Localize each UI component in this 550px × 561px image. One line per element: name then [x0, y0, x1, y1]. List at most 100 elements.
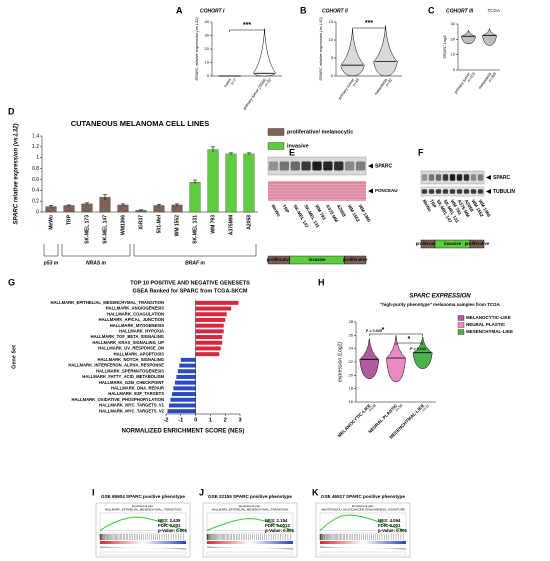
stat-label: p-Value:	[265, 528, 283, 533]
bar	[195, 317, 226, 322]
y-tick-label: 0.2	[32, 198, 39, 204]
blot-band	[421, 189, 428, 194]
chart-title: GSE 65904 SPARC positive phenotype	[101, 494, 185, 499]
stat: FDR:0.0012	[265, 523, 290, 528]
blot-band	[456, 174, 463, 181]
group-label: NRAS m	[86, 260, 107, 266]
bar	[207, 149, 219, 213]
stat: FDR:0.001	[378, 523, 401, 528]
blot-band	[463, 174, 470, 181]
y-tick-label: HALLMARK_INTERFERON_ALPHA_RESPONSE	[68, 363, 164, 368]
bar	[171, 392, 196, 397]
legend-swatch	[457, 322, 465, 328]
enrichment-curve	[319, 514, 407, 531]
stat: NES:4.094	[378, 518, 401, 523]
es-frame	[319, 512, 407, 534]
x-tick-label: 3	[238, 417, 241, 423]
blot-band	[449, 174, 456, 181]
annotation: ***	[243, 22, 251, 29]
bar	[177, 369, 196, 374]
panel-label: K	[312, 487, 319, 497]
x-tick-label: SK-MEL 173	[84, 215, 90, 244]
bar	[195, 300, 239, 305]
stat-value: 0.001	[390, 523, 402, 528]
blot-band	[435, 189, 442, 194]
stat: p-Value:0.001	[378, 528, 408, 533]
lane-label: TRP	[281, 204, 290, 214]
plot-title: Enrichment plot:	[132, 504, 154, 508]
bar	[176, 374, 196, 379]
x-tick-label: 0	[194, 417, 197, 423]
rank-gradient	[320, 541, 406, 544]
y-tick-label: 10	[205, 60, 210, 65]
group-label: proliferative	[267, 257, 292, 262]
n-label: n=38	[395, 403, 405, 413]
y-tick-label: 10	[451, 52, 456, 57]
panel-label: B	[300, 5, 307, 15]
bar	[173, 386, 196, 391]
violin	[340, 29, 365, 77]
chart-title: SPARC EXPRESSION	[409, 294, 471, 300]
panel-label: G	[8, 277, 15, 287]
x-tick-label: WM 793	[210, 215, 216, 234]
group-label: proliferative	[416, 241, 441, 246]
y-axis-label: SPARC relative expression (vs.L32)	[194, 17, 199, 81]
y-tick-label: 0.6	[32, 177, 39, 183]
panel-label: H	[318, 277, 325, 287]
gene-set: ANASTASSIOU_MULTICANCER_INVASIVENESS_SIG…	[321, 507, 405, 511]
group-label: p53 m	[43, 260, 59, 266]
blot-band	[312, 161, 322, 171]
panel-label: A	[176, 5, 183, 15]
y-tick-label: HALLMARK_APICAL_JUNCTION	[99, 317, 164, 322]
y-tick-label: HALLMARK_ANGIOGENESIS	[106, 306, 165, 311]
x-tick-label: 501-Mel	[156, 214, 162, 233]
n-label: n=368	[488, 71, 498, 83]
chart-title: GSE 46517 SPARC positive phenotype	[321, 494, 405, 499]
n-label: n=32	[264, 77, 273, 87]
y-tick-label: HALLMARK_MYC_TARGETS_V1	[99, 403, 165, 408]
blot-band	[268, 161, 279, 171]
group-label: invasive	[444, 241, 462, 246]
y-tick-label: HALLMARK_MYOGENESIS	[110, 323, 164, 328]
annotation: P = 0.011	[410, 347, 426, 351]
gene-set: HALLMARK_EPITHELIAL_MESENCHYMAL_TRANSITI…	[212, 507, 289, 511]
y-tick-label: 20	[205, 46, 210, 51]
violin	[386, 335, 406, 383]
y-tick-label: HALLMARK_HYPOXIA	[119, 328, 164, 333]
y-tick-label: HALLMARK_EPITHELIAL_MESENCHYMAL_TRANSITI…	[50, 300, 164, 305]
bar	[195, 346, 221, 351]
stat-value: 2.435	[170, 518, 182, 523]
chart-title: CUTANEOUS MELANOMA CELL LINES	[71, 119, 210, 128]
chart-title: COHORT III	[446, 8, 474, 14]
panel-label: I	[92, 487, 95, 497]
violin	[359, 338, 380, 379]
y-tick-label: 0	[207, 73, 210, 78]
legend-label: MESENCHYMAL-LIKE	[466, 329, 513, 334]
x-tick-label: WM1366	[120, 215, 126, 235]
panel-label: J	[199, 487, 204, 497]
x-tick-label: TRP	[66, 214, 72, 225]
y-tick-label: 0	[331, 73, 334, 78]
stat-label: FDR:	[378, 523, 389, 528]
x-tick-label: -2	[164, 417, 169, 423]
stat-label: p-Value:	[378, 528, 396, 533]
bar	[174, 380, 196, 385]
enrichment-curve	[99, 516, 187, 531]
blot-band	[477, 189, 484, 194]
panel-label: C	[428, 5, 435, 15]
group-box	[344, 255, 367, 265]
lane-label: MeWo	[422, 199, 433, 213]
blot-band	[334, 161, 344, 171]
band-label: PONCEAU	[375, 188, 398, 193]
blot-band	[323, 161, 333, 171]
bar	[168, 403, 196, 408]
y-tick-label: HALLMARK_OXIDATIVE_PHOSPHORYLATION	[71, 397, 164, 402]
x-axis-label: NORMALIZED ENRICHMENT SCORE (NES)	[122, 429, 245, 435]
stat-value: 0.001	[396, 528, 408, 533]
n-label: n=11	[421, 404, 430, 413]
violin	[252, 28, 277, 77]
bar	[81, 203, 93, 213]
stat-value: 0.001	[170, 523, 182, 528]
